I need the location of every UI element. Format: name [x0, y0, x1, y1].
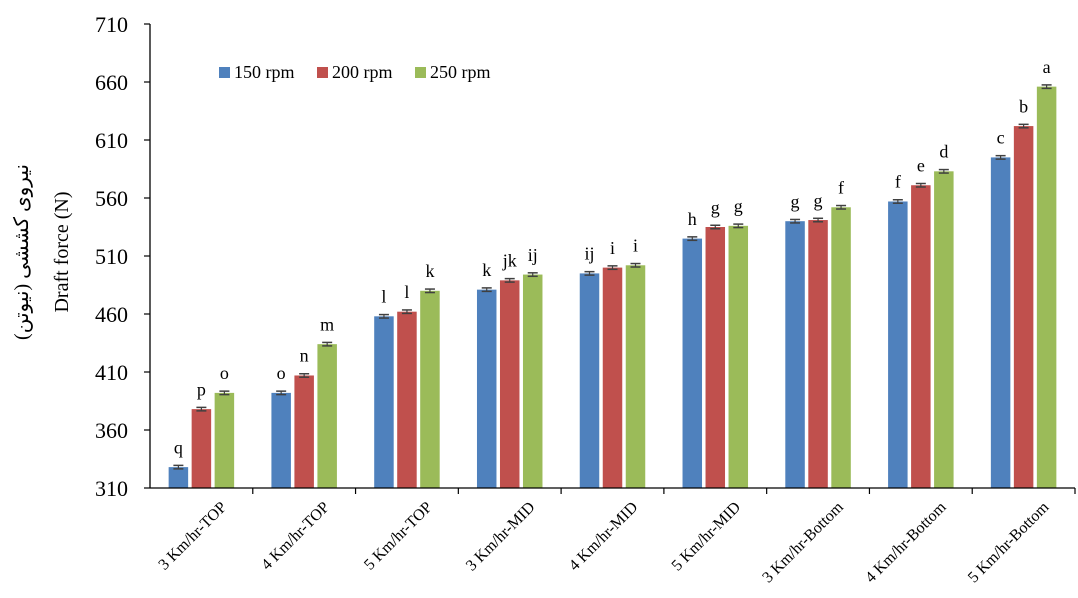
bar: [602, 267, 623, 488]
significance-letter: ij: [528, 245, 538, 265]
y-axis-title: نیروی کششی (نیوتن) Draft force (N): [11, 164, 73, 340]
x-tick-label: 4 Km/hr-TOP: [258, 499, 333, 574]
x-axis: 3 Km/hr-TOP 4 Km/hr-TOP 5 Km/hr-TOP 3 Km/hr…: [150, 487, 1076, 586]
bar: [625, 265, 646, 488]
bar: [317, 344, 337, 488]
bar: [271, 392, 291, 488]
significance-letter: g: [791, 191, 800, 211]
y-tick-label: 710: [95, 12, 128, 37]
y-axis-label-persian: نیروی کششی (نیوتن): [11, 164, 33, 340]
x-tick-label: 4 Km/hr-MID: [566, 499, 642, 575]
y-tick-label: 610: [95, 128, 128, 153]
legend-swatch: [317, 67, 328, 78]
significance-letter: n: [300, 346, 309, 366]
significance-letter: m: [320, 314, 334, 334]
y-tick-label: 360: [95, 418, 128, 443]
legend-swatch: [219, 67, 230, 78]
significance-letter: h: [688, 209, 697, 229]
legend-label: 250 rpm: [430, 62, 491, 82]
significance-letter: l: [381, 287, 386, 307]
bar: [420, 290, 440, 488]
significance-letter: p: [197, 379, 206, 399]
y-axis: 310 360 410 460 510 560 610 660 710: [95, 12, 151, 501]
bar: [888, 201, 908, 489]
bar: [934, 171, 954, 488]
y-tick-label: 510: [95, 244, 128, 269]
significance-letter: f: [838, 178, 844, 198]
bar: [785, 221, 805, 488]
bar: [579, 273, 600, 488]
bar: [705, 227, 726, 488]
bar: [728, 225, 749, 488]
significance-letter: jk: [502, 251, 517, 271]
bar: [294, 375, 314, 488]
x-tick-label: 5 Km/hr-MID: [669, 499, 745, 575]
y-tick-label: 410: [95, 360, 128, 385]
significance-letter: k: [425, 261, 434, 281]
significance-letter: f: [895, 172, 901, 192]
bar: [214, 392, 235, 488]
bar: [499, 280, 520, 488]
significance-letter: b: [1019, 96, 1028, 116]
y-tick-label: 460: [95, 302, 128, 327]
bar: [374, 316, 394, 488]
y-tick-label: 310: [95, 476, 128, 501]
bar: [191, 409, 212, 488]
legend: 150 rpm 200 rpm 250 rpm: [219, 62, 491, 82]
significance-letter: ij: [584, 244, 594, 264]
y-tick-label: 660: [95, 70, 128, 95]
bar: [476, 289, 497, 488]
significance-letter: g: [814, 190, 823, 210]
significance-letter: d: [939, 142, 948, 162]
x-tick-label: 3 Km/hr-MID: [463, 499, 539, 575]
y-tick-label: 560: [95, 186, 128, 211]
significance-letter: e: [917, 156, 925, 176]
legend-label: 200 rpm: [332, 62, 393, 82]
legend-label: 150 rpm: [234, 62, 295, 82]
significance-letter: c: [997, 128, 1005, 148]
significance-letter: i: [633, 236, 638, 256]
bar: [808, 220, 828, 489]
significance-letter: k: [482, 260, 491, 280]
x-tick-label: 3 Km/hr-TOP: [155, 499, 230, 574]
bar: [1036, 86, 1057, 488]
x-tick-label: 4 Km/hr-Bottom: [862, 498, 950, 586]
bar: [682, 238, 703, 488]
significance-letter: o: [220, 363, 229, 383]
bar: [522, 274, 543, 488]
bars: [168, 84, 1057, 489]
legend-swatch: [415, 67, 426, 78]
y-axis-label-english: Draft force (N): [51, 191, 73, 312]
bar: [397, 311, 417, 488]
significance-letter: i: [610, 238, 615, 258]
x-tick-label: 3 Km/hr-Bottom: [759, 498, 847, 586]
significance-letter: g: [734, 196, 743, 216]
bar: [990, 157, 1011, 488]
bar: [1013, 126, 1034, 488]
bar: [911, 185, 931, 489]
x-tick-label: 5 Km/hr-Bottom: [965, 498, 1053, 586]
significance-letter: o: [277, 363, 286, 383]
x-tick-label: 5 Km/hr-TOP: [361, 499, 436, 574]
significance-letter: q: [174, 437, 183, 457]
bar: [168, 467, 189, 488]
bar: [831, 207, 851, 488]
significance-letter: g: [711, 197, 720, 217]
significance-letter: a: [1043, 57, 1051, 77]
significance-letter: l: [404, 282, 409, 302]
